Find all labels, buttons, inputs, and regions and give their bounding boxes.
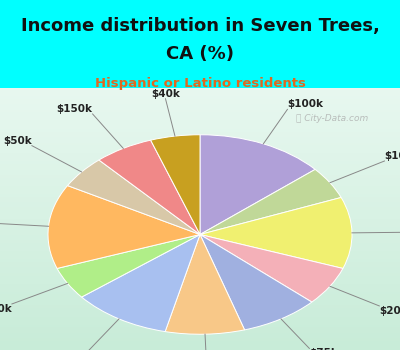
Text: $20k: $20k <box>379 306 400 316</box>
Text: $100k: $100k <box>288 99 324 109</box>
Text: $60k: $60k <box>0 304 12 314</box>
Wedge shape <box>57 234 200 297</box>
Wedge shape <box>200 169 341 235</box>
Wedge shape <box>151 135 200 234</box>
Wedge shape <box>48 186 200 268</box>
Text: CA (%): CA (%) <box>166 46 234 63</box>
Text: ⓘ City-Data.com: ⓘ City-Data.com <box>296 114 368 123</box>
Wedge shape <box>165 234 244 334</box>
Wedge shape <box>200 135 315 234</box>
Wedge shape <box>99 140 200 234</box>
Text: $150k: $150k <box>56 104 92 114</box>
Text: $50k: $50k <box>3 136 32 146</box>
Text: Income distribution in Seven Trees,: Income distribution in Seven Trees, <box>20 17 380 35</box>
Text: $75k: $75k <box>309 349 338 350</box>
Wedge shape <box>200 197 352 268</box>
Text: $40k: $40k <box>151 89 180 99</box>
Wedge shape <box>68 160 200 235</box>
Wedge shape <box>82 234 200 331</box>
Text: $10k: $10k <box>384 151 400 161</box>
Wedge shape <box>200 234 343 302</box>
Wedge shape <box>200 234 312 330</box>
Text: Hispanic or Latino residents: Hispanic or Latino residents <box>94 77 306 90</box>
